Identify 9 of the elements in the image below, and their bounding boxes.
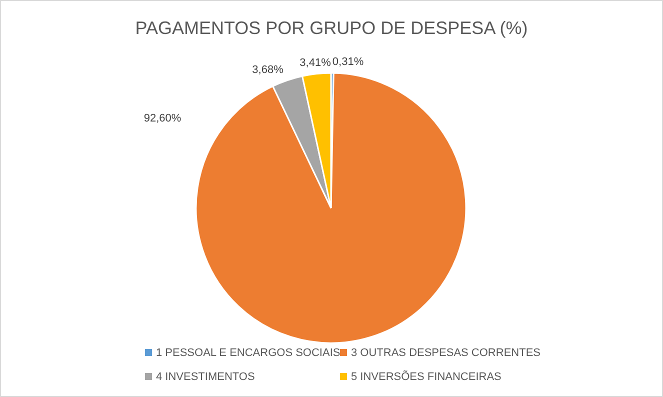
legend-label: 5 INVERSÕES FINANCEIRAS bbox=[351, 370, 502, 383]
chart-title: PAGAMENTOS POR GRUPO DE DESPESA (%) bbox=[135, 18, 528, 38]
data-label: 3,68% bbox=[252, 64, 284, 76]
legend-label: 1 PESSOAL E ENCARGOS SOCIAIS bbox=[156, 347, 340, 359]
legend-label: 3 OUTRAS DESPESAS CORRENTES bbox=[351, 347, 540, 359]
data-label: 92,60% bbox=[144, 112, 182, 124]
data-label: 0,31% bbox=[332, 56, 364, 68]
legend-label: 4 INVESTIMENTOS bbox=[156, 371, 255, 383]
data-label: 3,41% bbox=[300, 56, 332, 69]
